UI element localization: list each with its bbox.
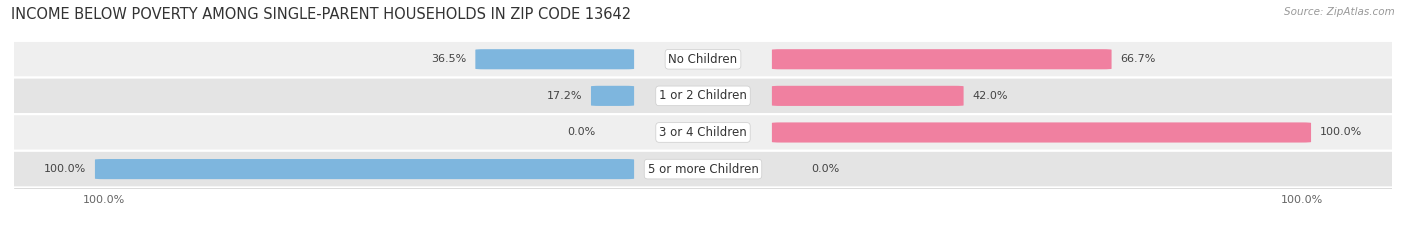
Text: Source: ZipAtlas.com: Source: ZipAtlas.com: [1284, 7, 1395, 17]
Text: 0.0%: 0.0%: [811, 164, 839, 174]
Text: 100.0%: 100.0%: [1320, 127, 1362, 137]
FancyBboxPatch shape: [591, 86, 634, 106]
Text: 36.5%: 36.5%: [432, 54, 467, 64]
FancyBboxPatch shape: [1, 41, 1405, 78]
FancyBboxPatch shape: [475, 49, 634, 69]
Text: 17.2%: 17.2%: [547, 91, 582, 101]
FancyBboxPatch shape: [772, 49, 1112, 69]
FancyBboxPatch shape: [1, 114, 1405, 151]
Text: 1 or 2 Children: 1 or 2 Children: [659, 89, 747, 102]
Text: 3 or 4 Children: 3 or 4 Children: [659, 126, 747, 139]
Text: No Children: No Children: [668, 53, 738, 66]
Text: 5 or more Children: 5 or more Children: [648, 163, 758, 176]
FancyBboxPatch shape: [1, 78, 1405, 114]
Text: 100.0%: 100.0%: [44, 164, 86, 174]
Text: 42.0%: 42.0%: [973, 91, 1008, 101]
FancyBboxPatch shape: [96, 159, 634, 179]
FancyBboxPatch shape: [1, 151, 1405, 187]
FancyBboxPatch shape: [772, 86, 963, 106]
Text: 0.0%: 0.0%: [567, 127, 595, 137]
Text: INCOME BELOW POVERTY AMONG SINGLE-PARENT HOUSEHOLDS IN ZIP CODE 13642: INCOME BELOW POVERTY AMONG SINGLE-PARENT…: [11, 7, 631, 22]
FancyBboxPatch shape: [772, 122, 1310, 143]
Text: 66.7%: 66.7%: [1121, 54, 1156, 64]
